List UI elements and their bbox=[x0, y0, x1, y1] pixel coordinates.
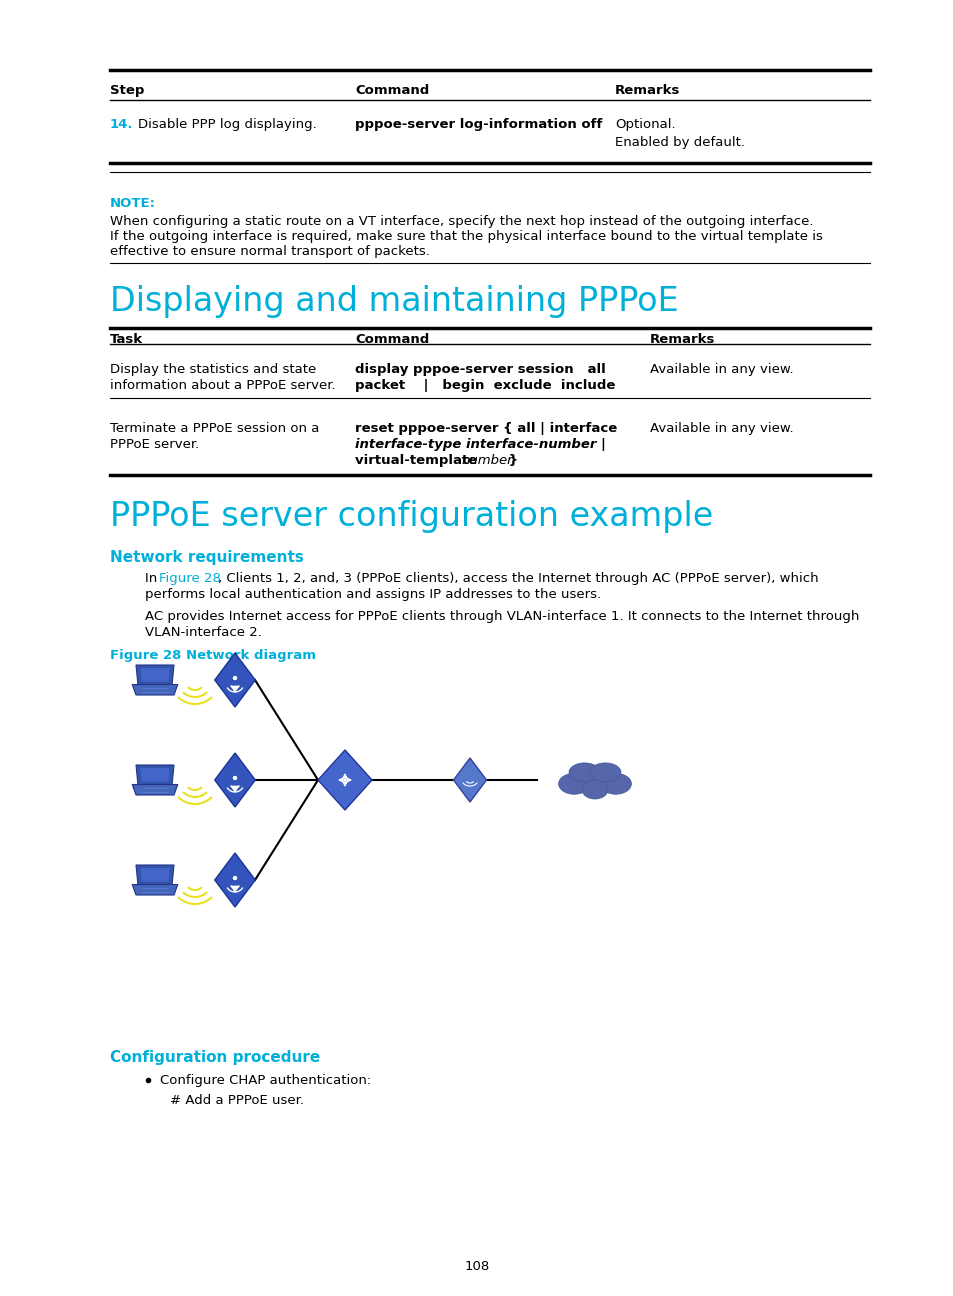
Ellipse shape bbox=[558, 774, 589, 794]
Text: Available in any view.: Available in any view. bbox=[649, 363, 793, 376]
Text: Figure 28: Figure 28 bbox=[159, 572, 221, 584]
Circle shape bbox=[233, 776, 236, 779]
Text: }: } bbox=[503, 454, 517, 467]
Text: Command: Command bbox=[355, 333, 429, 346]
Text: Terminate a PPPoE session on a: Terminate a PPPoE session on a bbox=[110, 422, 319, 435]
Polygon shape bbox=[136, 665, 173, 684]
Text: Display the statistics and state: Display the statistics and state bbox=[110, 363, 315, 376]
Text: When configuring a static route on a VT interface, specify the next hop instead : When configuring a static route on a VT … bbox=[110, 215, 813, 228]
Polygon shape bbox=[214, 653, 255, 708]
Polygon shape bbox=[136, 864, 173, 884]
Text: reset pppoe-server { all | interface: reset pppoe-server { all | interface bbox=[355, 422, 617, 435]
Text: In: In bbox=[145, 572, 161, 584]
Ellipse shape bbox=[589, 763, 620, 781]
Text: PPPoE server.: PPPoE server. bbox=[110, 438, 199, 451]
Text: VLAN-interface 2.: VLAN-interface 2. bbox=[145, 626, 262, 639]
Polygon shape bbox=[214, 853, 255, 907]
Text: PPPoE server configuration example: PPPoE server configuration example bbox=[110, 500, 713, 533]
Text: Available in any view.: Available in any view. bbox=[649, 422, 793, 435]
Text: Remarks: Remarks bbox=[649, 333, 715, 346]
Text: 14.: 14. bbox=[110, 118, 133, 131]
Polygon shape bbox=[231, 886, 239, 892]
Text: Displaying and maintaining PPPoE: Displaying and maintaining PPPoE bbox=[110, 285, 678, 318]
Text: interface-type interface-number |: interface-type interface-number | bbox=[355, 438, 605, 451]
Polygon shape bbox=[140, 667, 170, 682]
Text: number: number bbox=[461, 454, 513, 467]
Text: performs local authentication and assigns IP addresses to the users.: performs local authentication and assign… bbox=[145, 588, 600, 601]
Text: pppoe-server log-information off: pppoe-server log-information off bbox=[355, 118, 601, 131]
Text: display pppoe-server session   all: display pppoe-server session all bbox=[355, 363, 605, 376]
Polygon shape bbox=[140, 769, 170, 781]
Circle shape bbox=[233, 677, 236, 679]
Polygon shape bbox=[231, 785, 239, 792]
Text: Configuration procedure: Configuration procedure bbox=[110, 1050, 320, 1065]
Polygon shape bbox=[132, 884, 177, 896]
Text: Task: Task bbox=[110, 333, 143, 346]
Ellipse shape bbox=[581, 780, 607, 800]
Text: Optional.: Optional. bbox=[615, 118, 675, 131]
Text: information about a PPPoE server.: information about a PPPoE server. bbox=[110, 378, 335, 391]
Text: NOTE:: NOTE: bbox=[110, 197, 156, 210]
Polygon shape bbox=[231, 686, 239, 692]
Circle shape bbox=[233, 876, 236, 880]
Ellipse shape bbox=[568, 763, 599, 781]
Text: Disable PPP log displaying.: Disable PPP log displaying. bbox=[138, 118, 316, 131]
Text: effective to ensure normal transport of packets.: effective to ensure normal transport of … bbox=[110, 245, 430, 258]
Polygon shape bbox=[453, 758, 486, 802]
Text: Enabled by default.: Enabled by default. bbox=[615, 136, 744, 149]
Polygon shape bbox=[132, 684, 177, 695]
Text: Command: Command bbox=[355, 84, 429, 97]
Text: Figure 28 Network diagram: Figure 28 Network diagram bbox=[110, 649, 315, 662]
Text: Remarks: Remarks bbox=[615, 84, 679, 97]
Text: 108: 108 bbox=[464, 1260, 489, 1273]
Text: packet    |   begin  exclude  include: packet | begin exclude include bbox=[355, 378, 615, 391]
Text: If the outgoing interface is required, make sure that the physical interface bou: If the outgoing interface is required, m… bbox=[110, 229, 822, 244]
Polygon shape bbox=[136, 765, 173, 784]
Text: Configure CHAP authentication:: Configure CHAP authentication: bbox=[160, 1074, 371, 1087]
Polygon shape bbox=[140, 868, 170, 881]
Text: virtual-template: virtual-template bbox=[355, 454, 481, 467]
Polygon shape bbox=[214, 753, 255, 807]
Ellipse shape bbox=[599, 774, 631, 794]
Text: AC provides Internet access for PPPoE clients through VLAN-interface 1. It conne: AC provides Internet access for PPPoE cl… bbox=[145, 610, 859, 623]
Polygon shape bbox=[317, 750, 372, 810]
Text: Step: Step bbox=[110, 84, 144, 97]
Text: , Clients 1, 2, and, 3 (PPPoE clients), access the Internet through AC (PPPoE se: , Clients 1, 2, and, 3 (PPPoE clients), … bbox=[218, 572, 818, 584]
Polygon shape bbox=[132, 784, 177, 794]
Text: Network requirements: Network requirements bbox=[110, 550, 304, 565]
Text: # Add a PPPoE user.: # Add a PPPoE user. bbox=[170, 1094, 304, 1107]
Ellipse shape bbox=[571, 767, 618, 793]
